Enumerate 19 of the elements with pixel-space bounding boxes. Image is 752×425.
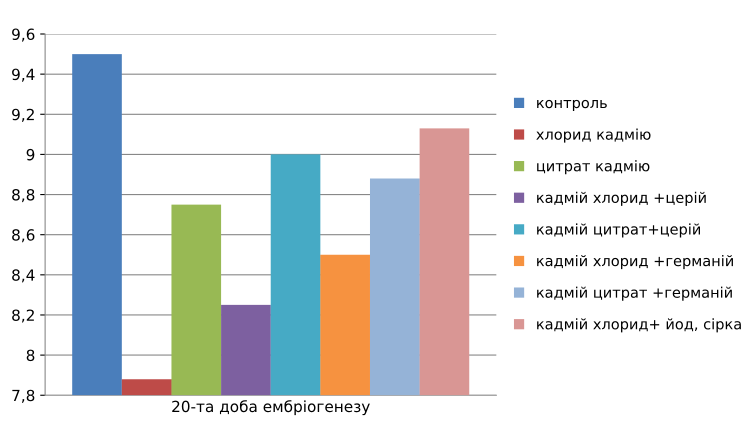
legend-label: контроль bbox=[537, 100, 607, 112]
y-tick-label: 9,4 bbox=[12, 68, 35, 82]
y-tick-label: 9 bbox=[26, 148, 34, 160]
y-tick-label: 9,2 bbox=[12, 108, 34, 122]
y-tick-label: 8,6 bbox=[12, 229, 34, 242]
y-tick-label: 7,8 bbox=[12, 390, 34, 403]
legend-label: цитрат кадмію bbox=[537, 160, 650, 174]
y-tick-label: 8,4 bbox=[12, 269, 35, 282]
legend-label: кадмій хлорид +германій bbox=[537, 254, 733, 270]
x-tick-label: 20-та доба ембріогенезу bbox=[172, 400, 370, 416]
legend-label: кадмій цитрат +германій bbox=[537, 286, 732, 301]
legend-label: кадмій хлорид +церій bbox=[537, 192, 706, 206]
y-tick-label: 8 bbox=[26, 350, 34, 362]
y-tick-label: 8,8 bbox=[12, 189, 34, 202]
y-tick-label: 8,2 bbox=[12, 309, 34, 323]
legend-label: кадмій хлорид+ йод, сірка bbox=[537, 318, 741, 332]
legend-label: кадмій цитрат+церій bbox=[537, 223, 700, 238]
legend-label: хлорид кадмію bbox=[536, 128, 651, 143]
y-tick-label: 9,6 bbox=[12, 28, 34, 42]
